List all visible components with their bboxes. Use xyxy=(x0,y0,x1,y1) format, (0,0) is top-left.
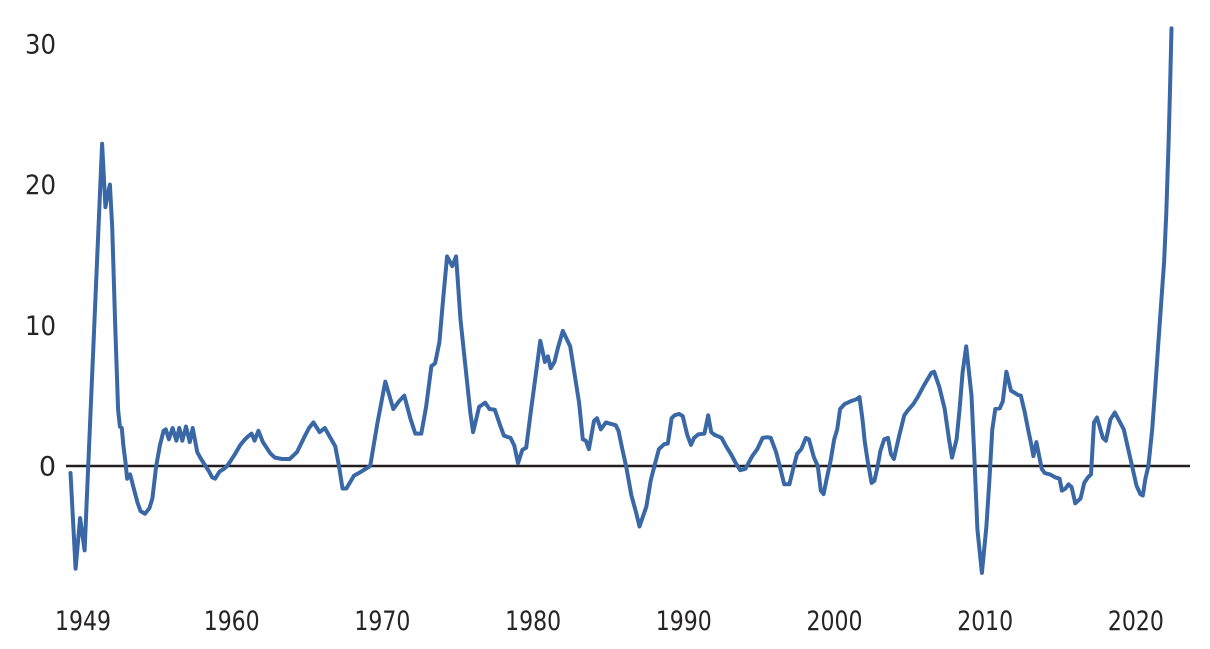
x-tick-label: 1960 xyxy=(204,606,260,637)
y-tick-label: 20 xyxy=(25,170,56,201)
x-tick-label: 2020 xyxy=(1108,606,1164,637)
x-tick-label: 1990 xyxy=(656,606,712,637)
x-tick-label: 1970 xyxy=(354,606,410,637)
y-tick-label: 10 xyxy=(25,311,56,342)
data-line xyxy=(68,26,1174,575)
x-tick-label: 2010 xyxy=(957,606,1013,637)
x-tick-label: 1949 xyxy=(55,606,111,637)
y-tick-label: 0 xyxy=(39,452,56,483)
y-tick-label: 30 xyxy=(25,29,56,60)
x-tick-label: 2000 xyxy=(807,606,863,637)
x-tick-label: 1980 xyxy=(505,606,561,637)
